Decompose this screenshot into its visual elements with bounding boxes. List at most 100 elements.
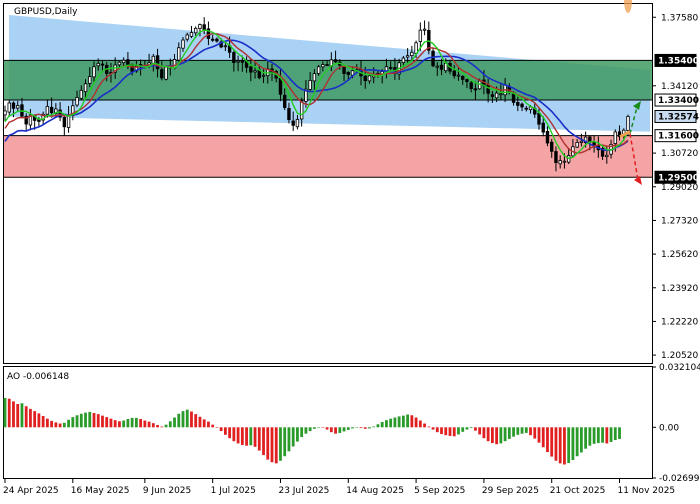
candle-body [520, 103, 524, 108]
ao-bar [334, 427, 337, 434]
ao-bar [126, 419, 130, 428]
candle-body [155, 55, 160, 70]
candle-body [499, 93, 503, 96]
ao-bar [338, 427, 342, 433]
ao-bar [79, 413, 83, 428]
ao-bar [618, 427, 621, 439]
arrow-down-line [629, 133, 639, 181]
candle-body [58, 109, 62, 118]
candle-body [346, 72, 350, 75]
candle-body [28, 114, 33, 126]
ao-bar [592, 427, 596, 444]
candle-body [486, 84, 490, 94]
level-labels: 1.35400 1.33400 1.32574 1.31600 1.29500 [654, 53, 699, 184]
ao-bar [45, 418, 49, 428]
ao-bar [478, 427, 482, 435]
ao-bar [185, 409, 189, 428]
ao-tick-label: 0.00 [659, 423, 679, 433]
ao-bar [401, 415, 405, 428]
candle-body [537, 112, 541, 125]
ao-bar [181, 411, 185, 428]
candle-body [431, 50, 435, 67]
ao-bar [54, 422, 58, 428]
candle-body [439, 64, 444, 70]
candle-body [88, 76, 92, 84]
time-tick-label: 21 Oct 2025 [550, 486, 606, 496]
ao-bar [474, 427, 477, 431]
ao-bar [113, 420, 117, 428]
candle-body [223, 45, 228, 48]
ao-bar [584, 427, 588, 449]
support-zone [4, 135, 652, 178]
ao-bar [575, 427, 579, 457]
ao-bar [3, 397, 7, 428]
ao-bar [266, 427, 270, 460]
candle-body [333, 59, 338, 63]
ao-bar [33, 411, 37, 428]
level-label: 1.35400 [658, 56, 699, 66]
candle-body [215, 38, 219, 42]
ao-bar [7, 398, 11, 428]
level-label: 1.29500 [658, 173, 699, 183]
ao-bar [24, 406, 28, 428]
level-label-box [654, 93, 697, 107]
candle-body [291, 120, 295, 126]
candle-body [3, 110, 7, 116]
ao-bar [423, 423, 426, 428]
level-label-box [654, 53, 697, 67]
candle-body [185, 34, 189, 40]
candle-body [469, 82, 473, 89]
ao-bar [406, 414, 410, 428]
ao-bar [359, 427, 363, 429]
candle-body [45, 105, 50, 115]
time-tick-label: 9 Jun 2025 [143, 486, 191, 496]
ao-bar [461, 427, 465, 432]
ao-bar [533, 427, 537, 439]
ao-bar [355, 427, 359, 428]
ao-bar [118, 421, 121, 428]
level-label-box [654, 109, 697, 123]
ao-bar [427, 426, 431, 428]
candle-body [249, 66, 253, 73]
candle-body [189, 32, 194, 37]
ao-axis: 0.032104 0.00 -0.026999 [652, 363, 700, 484]
ao-bar [435, 427, 439, 433]
candle-body [304, 88, 308, 102]
ao-bar [452, 427, 456, 437]
ao-bar [211, 424, 215, 428]
ao-bar [571, 427, 575, 460]
candle-body [232, 52, 236, 64]
candle-body [236, 60, 240, 63]
candle-body [367, 75, 372, 82]
ao-bar [139, 419, 143, 428]
price-tick-label: 1.27320 [661, 216, 698, 226]
ao-bar [550, 427, 554, 457]
ao-bar [325, 427, 329, 430]
main-chart-frame [3, 3, 653, 364]
candle-body [83, 83, 88, 93]
price-tick-label: 1.22220 [661, 317, 698, 327]
candle-body [617, 131, 622, 137]
candle-body [283, 94, 287, 108]
ao-bar [448, 427, 452, 436]
ao-bar [440, 427, 443, 435]
chart-title: GBPUSD,Daily [14, 7, 78, 17]
level-label: 1.32574 [658, 112, 699, 122]
candle-body [121, 59, 126, 64]
ao-bar [393, 417, 397, 428]
ao-bar [257, 427, 261, 451]
ao-bar [444, 427, 448, 436]
ao-bar [245, 427, 248, 446]
candle-body [295, 119, 300, 128]
candle-body [11, 102, 16, 109]
candle-body [363, 75, 367, 82]
candle-body [24, 115, 28, 125]
price-tick-label: 1.34120 [661, 82, 698, 92]
candle-body [605, 154, 609, 158]
ao-bar [236, 427, 240, 444]
ao-bar [490, 427, 494, 444]
candle-body [181, 39, 185, 49]
candle-body [160, 69, 164, 79]
ao-bar [143, 420, 147, 428]
